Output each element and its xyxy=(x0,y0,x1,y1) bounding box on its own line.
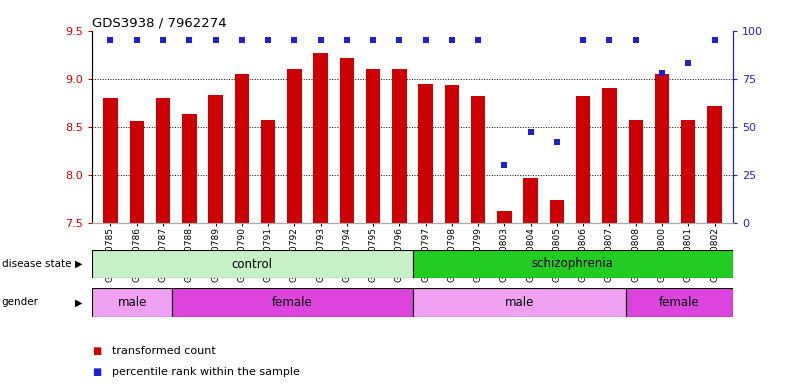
Point xyxy=(577,37,590,43)
Text: gender: gender xyxy=(2,297,38,308)
Point xyxy=(525,129,537,136)
Text: male: male xyxy=(505,296,534,309)
Text: control: control xyxy=(231,258,273,270)
Text: ▶: ▶ xyxy=(74,259,83,269)
Point xyxy=(708,37,721,43)
Point xyxy=(104,37,117,43)
Text: schizophrenia: schizophrenia xyxy=(532,258,614,270)
Point xyxy=(262,37,275,43)
Text: male: male xyxy=(118,296,147,309)
Bar xyxy=(524,178,538,223)
Point xyxy=(235,37,248,43)
Point xyxy=(445,37,458,43)
Bar xyxy=(413,250,733,278)
Bar xyxy=(471,96,485,223)
Bar xyxy=(366,69,380,223)
Text: female: female xyxy=(659,296,700,309)
Point xyxy=(393,37,406,43)
Point xyxy=(419,37,432,43)
Bar xyxy=(156,98,171,223)
Text: disease state: disease state xyxy=(2,259,71,269)
Point xyxy=(630,37,642,43)
Text: transformed count: transformed count xyxy=(112,346,216,356)
Text: female: female xyxy=(272,296,312,309)
Point xyxy=(340,37,353,43)
Bar xyxy=(497,211,512,223)
Bar xyxy=(92,250,413,278)
Bar xyxy=(235,74,249,223)
Point xyxy=(209,37,222,43)
Point xyxy=(498,162,511,168)
Point xyxy=(603,37,616,43)
Text: ■: ■ xyxy=(92,346,102,356)
Point xyxy=(288,37,300,43)
Text: percentile rank within the sample: percentile rank within the sample xyxy=(112,367,300,377)
Point xyxy=(157,37,170,43)
Bar xyxy=(172,288,413,317)
Bar xyxy=(549,200,564,223)
Point xyxy=(472,37,485,43)
Bar xyxy=(208,95,223,223)
Bar xyxy=(576,96,590,223)
Bar xyxy=(629,120,643,223)
Bar xyxy=(92,288,172,317)
Bar xyxy=(418,84,433,223)
Text: GDS3938 / 7962274: GDS3938 / 7962274 xyxy=(92,17,227,30)
Text: ▶: ▶ xyxy=(74,297,83,308)
Text: ■: ■ xyxy=(92,367,102,377)
Point xyxy=(655,70,668,76)
Bar xyxy=(681,120,695,223)
Bar xyxy=(654,74,669,223)
Bar xyxy=(340,58,354,223)
Bar xyxy=(103,98,118,223)
Point xyxy=(367,37,380,43)
Bar xyxy=(445,86,459,223)
Bar xyxy=(707,106,722,223)
Bar xyxy=(313,53,328,223)
Bar xyxy=(287,69,301,223)
Point xyxy=(314,37,327,43)
Point xyxy=(550,139,563,145)
Bar xyxy=(130,121,144,223)
Bar xyxy=(602,88,617,223)
Bar xyxy=(626,288,733,317)
Bar xyxy=(413,288,626,317)
Point xyxy=(183,37,195,43)
Bar xyxy=(392,69,407,223)
Bar xyxy=(182,114,196,223)
Bar xyxy=(261,120,276,223)
Point xyxy=(131,37,143,43)
Point xyxy=(682,60,694,66)
